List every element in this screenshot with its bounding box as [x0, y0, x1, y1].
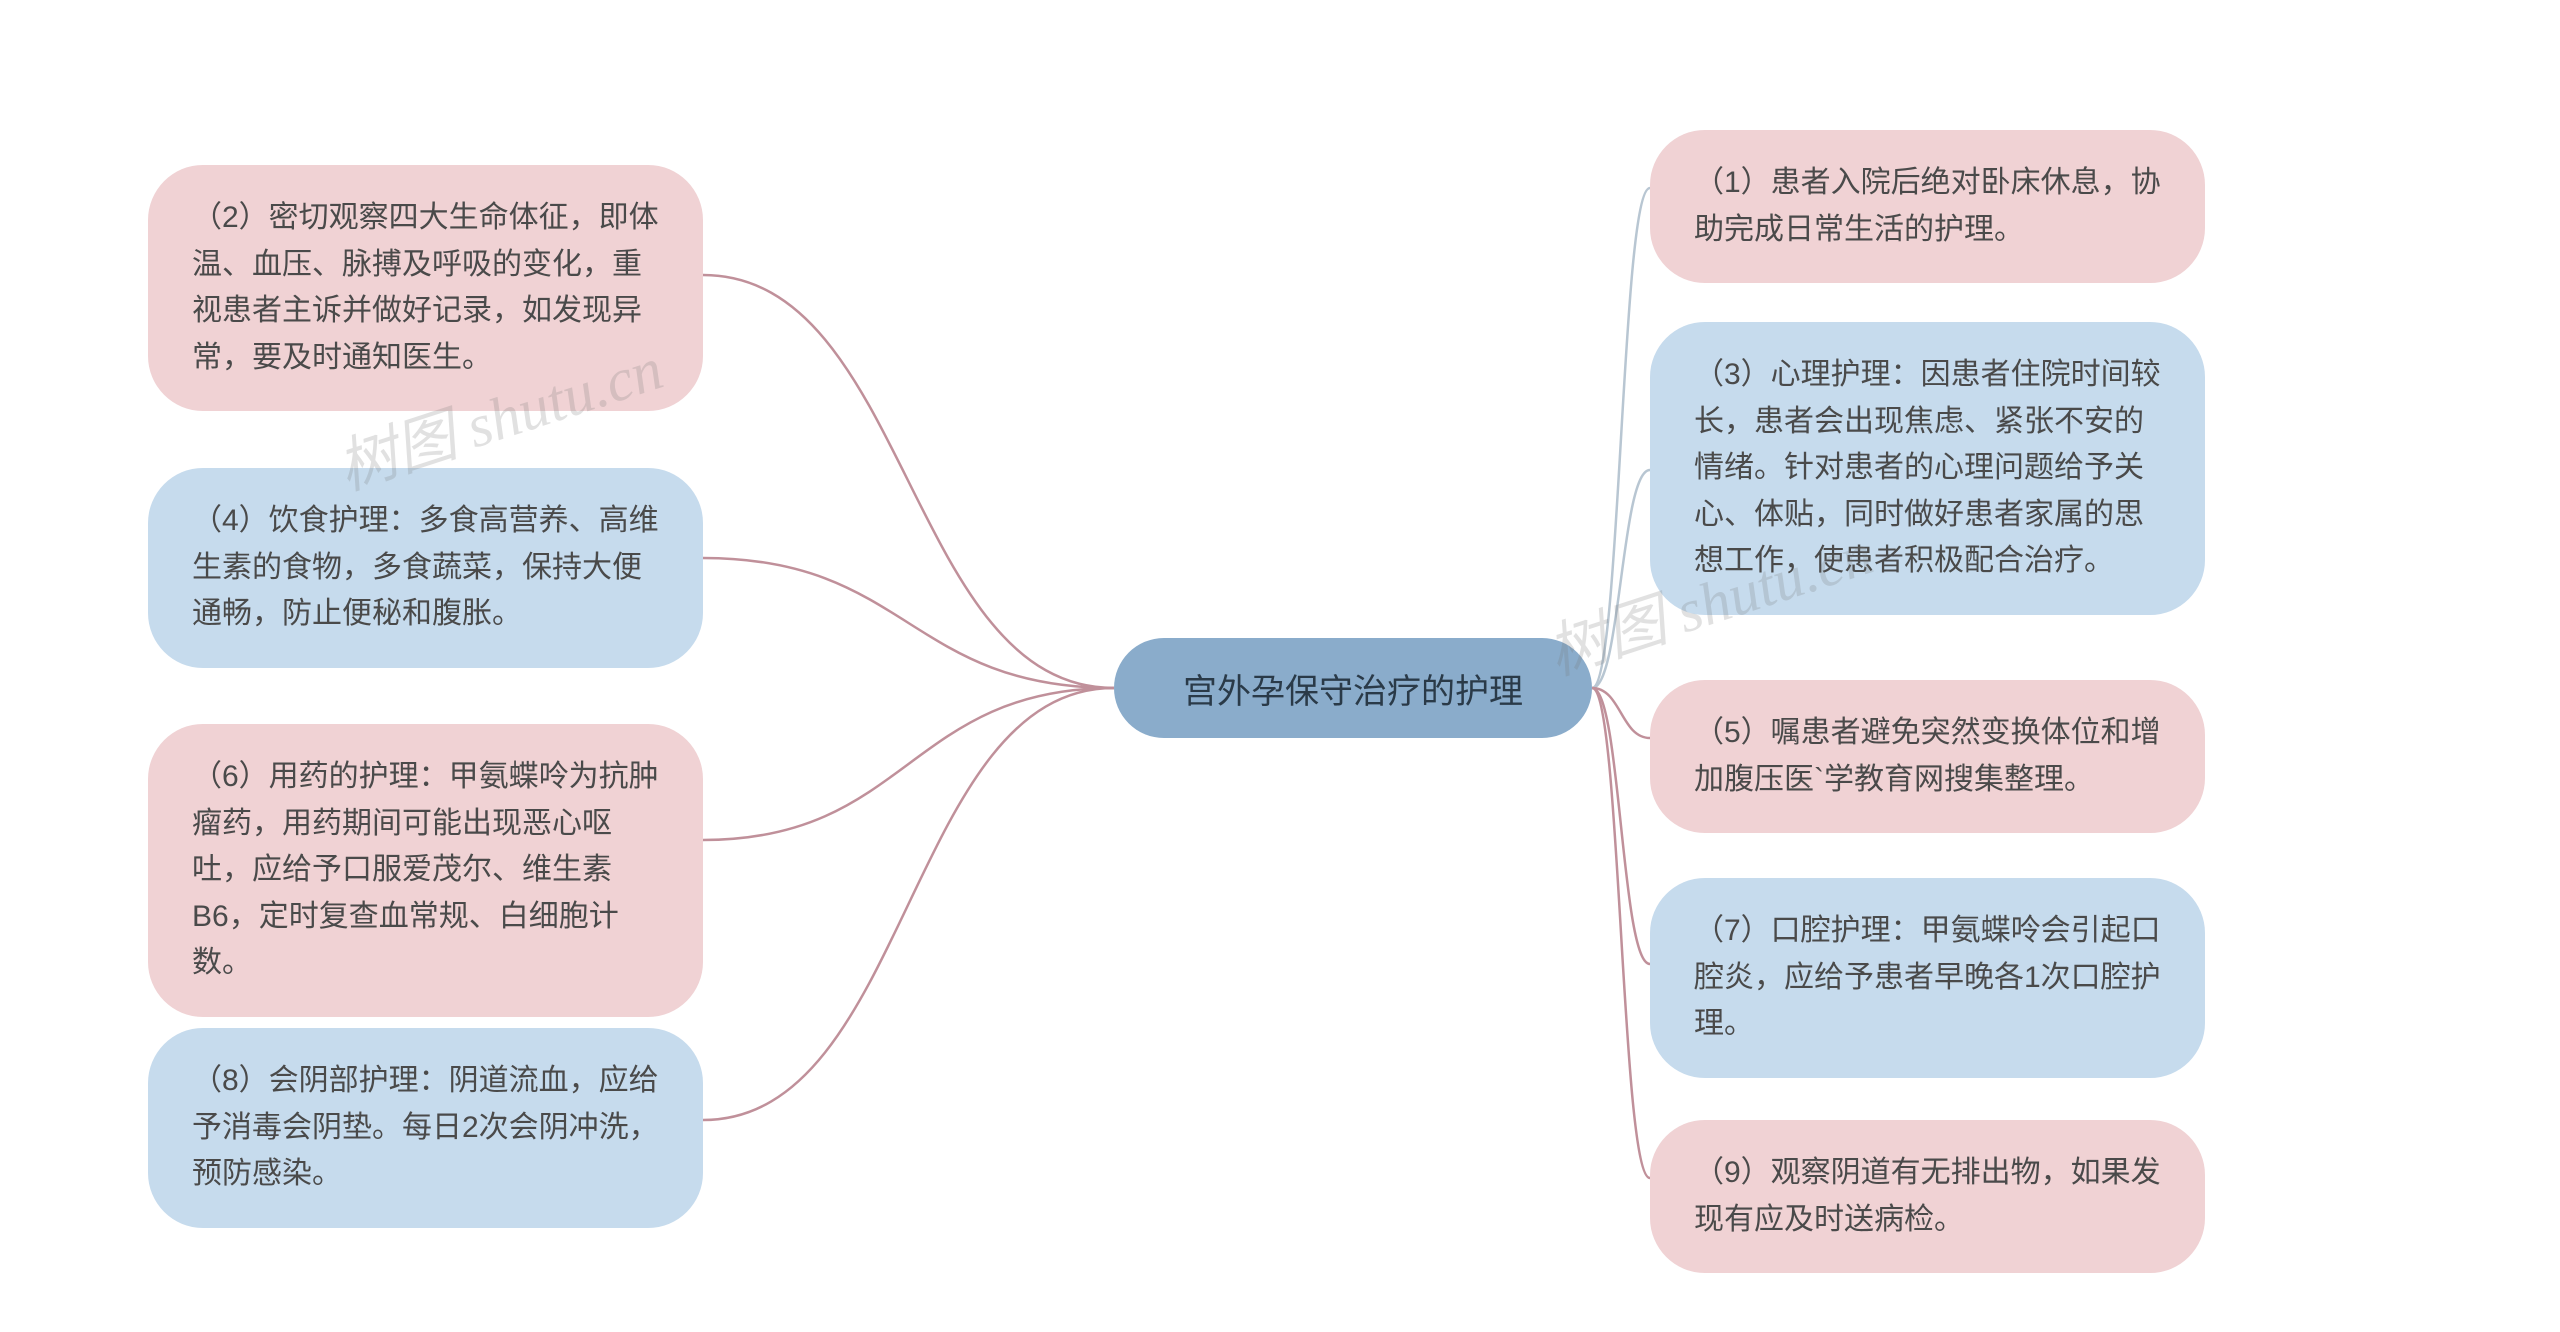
connector	[703, 688, 1114, 1120]
connector	[1592, 688, 1650, 1178]
center-label: 宫外孕保守治疗的护理	[1183, 664, 1523, 713]
branch-label: （4）饮食护理：多食高营养、高维生素的食物，多食蔬菜，保持大便通畅，防止便秘和腹…	[192, 504, 659, 630]
branch-n4: （4）饮食护理：多食高营养、高维生素的食物，多食蔬菜，保持大便通畅，防止便秘和腹…	[148, 468, 703, 668]
branch-label: （3）心理护理：因患者住院时间较长，患者会出现焦虑、紧张不安的情绪。针对患者的心…	[1694, 358, 2161, 577]
connector	[1592, 688, 1650, 964]
branch-n7: （7）口腔护理：甲氨蝶呤会引起口腔炎，应给予患者早晚各1次口腔护理。	[1650, 878, 2205, 1078]
center-node: 宫外孕保守治疗的护理	[1114, 638, 1592, 738]
branch-n2: （2）密切观察四大生命体征，即体温、血压、脉搏及呼吸的变化，重视患者主诉并做好记…	[148, 165, 703, 411]
branch-n8: （8）会阴部护理：阴道流血，应给予消毒会阴垫。每日2次会阴冲洗，预防感染。	[148, 1028, 703, 1228]
branch-label: （8）会阴部护理：阴道流血，应给予消毒会阴垫。每日2次会阴冲洗，预防感染。	[192, 1064, 659, 1190]
branch-label: （5）嘱患者避免突然变换体位和增加腹压医`学教育网搜集整理。	[1694, 716, 2161, 796]
branch-n3: （3）心理护理：因患者住院时间较长，患者会出现焦虑、紧张不安的情绪。针对患者的心…	[1650, 322, 2205, 615]
branch-n9: （9）观察阴道有无排出物，如果发现有应及时送病检。	[1650, 1120, 2205, 1273]
branch-label: （1）患者入院后绝对卧床休息，协助完成日常生活的护理。	[1694, 166, 2161, 246]
connector	[703, 558, 1114, 688]
connector	[1592, 470, 1650, 688]
branch-label: （7）口腔护理：甲氨蝶呤会引起口腔炎，应给予患者早晚各1次口腔护理。	[1694, 914, 2161, 1040]
branch-n5: （5）嘱患者避免突然变换体位和增加腹压医`学教育网搜集整理。	[1650, 680, 2205, 833]
branch-n1: （1）患者入院后绝对卧床休息，协助完成日常生活的护理。	[1650, 130, 2205, 283]
branch-label: （6）用药的护理：甲氨蝶呤为抗肿瘤药，用药期间可能出现恶心呕吐，应给予口服爱茂尔…	[192, 760, 659, 979]
connector	[1592, 688, 1650, 738]
connector	[703, 688, 1114, 840]
connector	[703, 275, 1114, 688]
branch-label: （2）密切观察四大生命体征，即体温、血压、脉搏及呼吸的变化，重视患者主诉并做好记…	[192, 201, 659, 374]
branch-n6: （6）用药的护理：甲氨蝶呤为抗肿瘤药，用药期间可能出现恶心呕吐，应给予口服爱茂尔…	[148, 724, 703, 1017]
branch-label: （9）观察阴道有无排出物，如果发现有应及时送病检。	[1694, 1156, 2161, 1236]
connector	[1592, 188, 1650, 688]
